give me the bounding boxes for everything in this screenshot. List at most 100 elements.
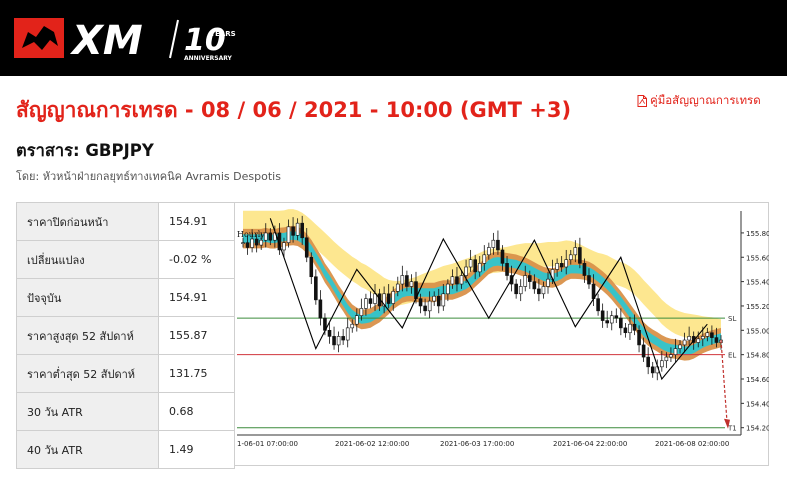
candle — [578, 237, 582, 269]
zigzag-line — [269, 218, 708, 381]
candle — [391, 286, 396, 311]
candle — [496, 230, 500, 255]
candle-body — [418, 298, 423, 307]
candle-body — [637, 330, 641, 346]
forecast-arrow-head — [724, 418, 730, 429]
candle-body — [245, 242, 250, 248]
candle — [573, 240, 578, 263]
candle-body — [314, 276, 318, 301]
stat-value: 1.49 — [158, 430, 235, 469]
stat-label: เปลี่ยนแปลง — [16, 240, 159, 279]
candle-body — [619, 317, 623, 329]
candle — [254, 234, 259, 253]
stat-value: -0.02 % — [158, 240, 235, 279]
candle-body — [705, 332, 710, 337]
candle — [609, 310, 614, 331]
signal-manual-link[interactable]: คู่มือสัญญาณการเทรด — [637, 92, 761, 110]
candle-body — [537, 288, 541, 295]
candle — [687, 326, 691, 345]
candle-body — [641, 344, 646, 358]
table-row: ปัจจุบัน 154.91 — [16, 278, 235, 317]
y-tick-label: 155.00 — [746, 327, 769, 335]
stat-label: ปัจจุบัน — [16, 278, 159, 317]
candle-body — [546, 278, 550, 287]
candle — [336, 331, 341, 353]
candle-body — [582, 263, 587, 276]
candle — [482, 245, 487, 271]
candle — [427, 291, 432, 319]
candle-body — [400, 275, 405, 285]
stat-value: 154.91 — [158, 278, 235, 317]
candle-body — [696, 338, 701, 343]
candle-body — [332, 336, 336, 346]
candle-body — [405, 275, 409, 287]
candle-body — [523, 275, 528, 287]
candle — [473, 254, 477, 280]
candle — [314, 269, 318, 305]
candle — [455, 267, 459, 292]
candle — [468, 249, 473, 272]
ma-band-orange — [243, 225, 721, 361]
candle-body — [505, 263, 509, 276]
candle — [678, 340, 682, 354]
candle-body — [300, 222, 304, 239]
candle-body — [646, 356, 650, 368]
candle — [532, 274, 537, 294]
x-tick-label: 2021-06-08 02:00:00 — [655, 440, 729, 448]
candle-body — [500, 249, 505, 264]
candle — [546, 271, 550, 294]
candle-body — [660, 360, 664, 368]
candle — [345, 318, 350, 348]
candle — [400, 265, 405, 292]
candle — [341, 329, 345, 345]
svg-text:XM: XM — [69, 18, 143, 64]
candle-body — [427, 300, 432, 312]
candle-body — [678, 344, 682, 349]
table-row: ราคาสูงสุด 52 สัปดาห์ 155.87 — [16, 316, 235, 355]
candle — [364, 293, 368, 316]
candle-body — [568, 254, 573, 260]
stats-table: ราคาปิดก่อนหน้า 154.91 เปลี่ยนแปลง -0.02 %… — [16, 202, 235, 469]
candle-body — [669, 354, 673, 358]
candle-body — [327, 330, 332, 337]
candle — [263, 223, 268, 248]
candle — [537, 279, 541, 302]
xm-logo[interactable]: XM 10 YEARS ANNIVERSARY — [14, 12, 244, 64]
candle — [491, 232, 496, 255]
svg-text:10: 10 — [184, 23, 226, 58]
price-chart: SL EL T1 155.80 155.60 155.40 155.20 155.00 154.… — [235, 202, 769, 466]
candle — [373, 284, 377, 311]
page-title: สัญญาณการเทรด - 08 / 06 / 2021 - 10:00 (… — [16, 98, 572, 122]
candle-body — [682, 339, 687, 346]
candle-body — [391, 291, 396, 304]
candle-body — [564, 259, 569, 268]
stat-label: 40 วัน ATR — [16, 430, 159, 469]
svg-text:YEARS: YEARS — [209, 30, 236, 38]
level-label-el: EL — [728, 352, 736, 360]
candle — [355, 308, 359, 332]
candle — [441, 284, 446, 311]
candle — [282, 237, 286, 258]
candle — [628, 316, 632, 341]
candle — [600, 303, 605, 328]
candle — [405, 270, 409, 292]
candle — [596, 293, 600, 316]
stat-label: ราคาสูงสุด 52 สัปดาห์ — [16, 316, 159, 355]
candle — [395, 276, 400, 297]
candle — [637, 325, 641, 353]
candle-body — [477, 263, 482, 273]
candle-body — [487, 247, 491, 256]
candle — [614, 308, 619, 323]
site-header: XM 10 YEARS ANNIVERSARY — [0, 0, 787, 76]
candle-body — [541, 286, 546, 295]
candle-body — [632, 323, 637, 331]
candle-body — [423, 305, 427, 312]
table-row: 30 วัน ATR 0.68 — [16, 392, 235, 431]
y-tick-label: 154.80 — [746, 352, 769, 360]
candle-body — [304, 237, 309, 258]
candle — [259, 232, 264, 250]
x-tick-label: 2021-06-04 22:00:00 — [553, 440, 627, 448]
candle — [527, 270, 532, 289]
candle — [386, 284, 391, 309]
candle-body — [282, 242, 286, 251]
